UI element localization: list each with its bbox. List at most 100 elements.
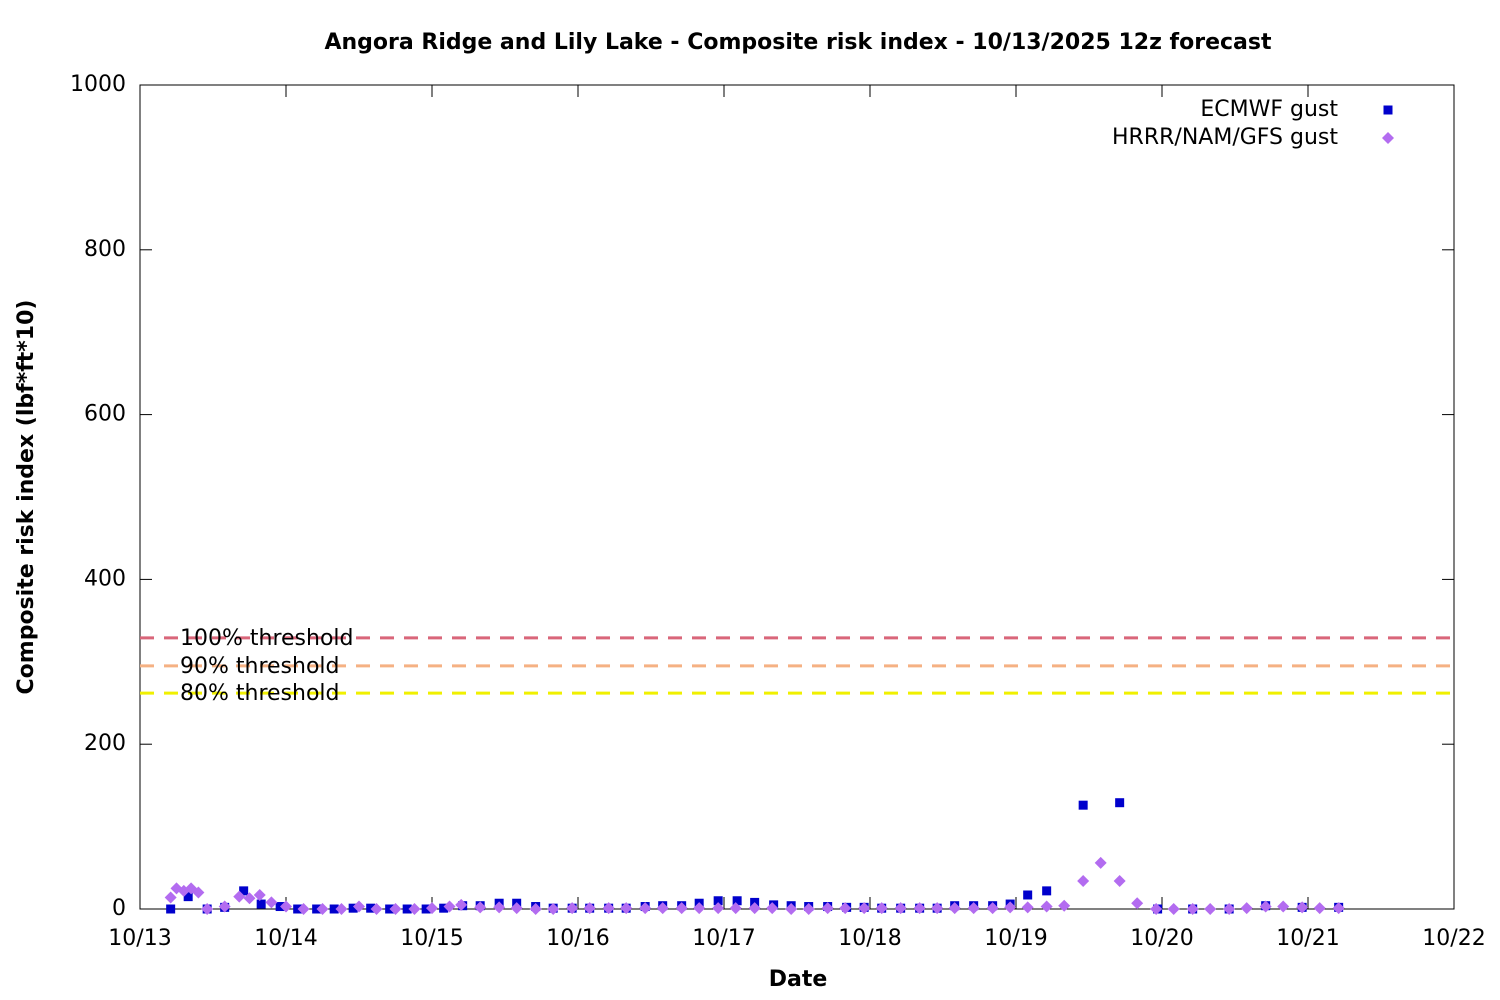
point [1058,899,1071,912]
x-axis-label: Date [769,967,828,992]
point [297,903,310,915]
x-tick-label: 10/19 [984,926,1047,951]
threshold-label: 90% threshold [180,654,340,679]
x-tick-label: 10/16 [546,926,609,951]
point [732,896,742,906]
y-tick-label: 400 [84,566,126,591]
y-tick-label: 800 [84,237,126,262]
point [316,903,329,915]
point [656,902,669,915]
point [1131,897,1144,910]
point [474,901,487,914]
y-tick-label: 200 [84,731,126,756]
point [1042,886,1052,896]
point [421,904,431,914]
point [455,898,468,911]
x-tick-label: 10/21 [1276,926,1339,951]
point [239,886,249,896]
point [839,902,852,915]
point [192,886,205,899]
threshold-label: 100% threshold [180,626,354,651]
point [821,902,834,915]
point [443,900,456,913]
point [233,890,246,903]
point [766,902,779,915]
point [713,896,723,906]
point [426,902,438,915]
point [510,902,523,915]
point [748,902,761,915]
point [1204,903,1217,915]
point [335,903,348,915]
legend-label: HRRR/NAM/GFS gust [1112,125,1338,150]
point [547,903,560,915]
point [1277,900,1290,913]
point [1023,890,1033,900]
y-axis-label: Composite risk index (lbf*ft*10) [14,300,39,695]
point [253,888,266,901]
point [164,891,177,904]
point [1078,800,1088,810]
x-tick-label: 10/22 [1422,926,1485,951]
point [875,902,888,915]
point [1259,900,1272,913]
point [348,903,358,913]
legend-label: ECMWF gust [1200,97,1338,122]
x-tick-label: 10/14 [254,926,317,951]
point [439,903,449,913]
y-tick-label: 0 [112,896,126,921]
point [256,899,266,909]
x-tick-label: 10/20 [1130,926,1193,951]
point [166,904,176,914]
point [408,903,421,915]
threshold-label: 80% threshold [180,681,340,706]
point [1167,903,1180,915]
point [802,903,815,915]
point [529,903,542,915]
point [183,892,193,902]
y-tick-label: 600 [84,402,126,427]
point [1223,903,1236,915]
x-tick-label: 10/13 [108,926,171,951]
point [729,902,742,915]
point [493,901,506,914]
point [986,902,999,915]
point [967,902,980,915]
point [675,902,688,915]
point [389,903,402,915]
point [1332,902,1345,915]
point [201,903,214,915]
x-tick-label: 10/15 [400,926,463,951]
point [1004,901,1017,914]
legend-marker [1383,105,1393,115]
point [329,904,339,914]
point [1094,856,1107,869]
point [931,902,944,915]
point [894,902,907,915]
point [1186,903,1199,915]
x-tick-label: 10/18 [838,926,901,951]
point [1021,901,1034,914]
point [620,902,633,915]
point [693,902,706,915]
point [1296,901,1309,914]
y-tick-label: 1000 [70,72,126,97]
point [280,900,292,913]
point [948,902,961,915]
point [712,902,725,915]
point [243,892,256,905]
point [1115,798,1125,808]
point [1313,902,1326,915]
point [402,904,412,914]
point [639,902,652,915]
point [566,902,579,915]
point [370,903,383,915]
point [1240,902,1253,915]
point [1150,903,1163,915]
point [265,896,278,909]
point [353,900,365,913]
point [602,902,615,915]
point [1113,874,1126,887]
